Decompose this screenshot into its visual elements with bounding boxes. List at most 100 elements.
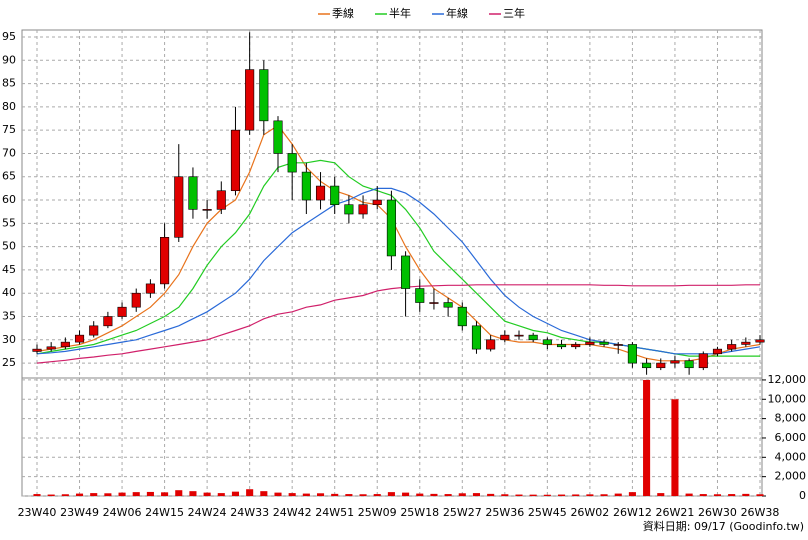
y2-tick-label: 2,000 [775, 470, 807, 483]
volume-bar [231, 491, 240, 496]
candle-body [315, 185, 326, 201]
volume-bar [288, 493, 296, 496]
candle-body [627, 344, 637, 364]
candle-body [46, 346, 56, 350]
candle-body [443, 302, 453, 308]
y-tick-label: 80 [2, 100, 16, 113]
volume-bar [728, 494, 736, 496]
volume-bar [600, 494, 608, 496]
candle-body [74, 334, 85, 343]
volume-bar [628, 492, 636, 496]
volume-bar [515, 494, 523, 496]
candle-body [216, 190, 226, 210]
y-tick-label: 65 [2, 170, 16, 183]
footnote: 資料日期: 09/17 (Goodinfo.tw) [643, 519, 804, 533]
x-tick-label: 24W15 [145, 506, 184, 519]
x-tick-label: 26W12 [613, 506, 652, 519]
volume-bar [487, 493, 495, 496]
y-tick-label: 90 [2, 53, 16, 66]
y-tick-label: 35 [2, 310, 16, 323]
candle-body [727, 344, 737, 350]
volume-bar [657, 493, 665, 496]
ma-line [36, 187, 761, 355]
x-tick-label: 24W42 [273, 506, 312, 519]
x-tick-label: 25W18 [400, 506, 439, 519]
y2-tick-label: 12,000 [768, 373, 807, 386]
ma-line [36, 124, 761, 362]
y-tick-label: 85 [2, 77, 16, 90]
candle-body [401, 255, 411, 289]
y2-tick-label: 0 [799, 489, 806, 502]
y-tick-label: 55 [2, 216, 16, 229]
candle-body [741, 341, 751, 345]
volume-bar [274, 492, 282, 496]
candle-body [131, 292, 141, 308]
volume-bar [557, 494, 566, 496]
candle-body [599, 341, 609, 345]
candle-body [188, 176, 198, 210]
candle-body [684, 360, 694, 369]
volume-bar [685, 493, 693, 496]
candle-body [386, 199, 396, 257]
y2-tick-label: 4,000 [775, 450, 807, 463]
volume-bar [671, 399, 679, 496]
candle-body [344, 204, 354, 215]
x-tick-label: 23W49 [60, 506, 99, 519]
volume-bar [501, 494, 509, 496]
candle-body [457, 306, 467, 327]
y2-tick-label: 6,000 [775, 431, 807, 444]
volume-bar [260, 491, 268, 496]
volume-bar [444, 494, 452, 496]
candle-body [528, 334, 538, 341]
volume-bar [61, 494, 69, 496]
candle-body [287, 153, 297, 173]
volume-bar [316, 493, 325, 496]
y-tick-label: 25 [2, 356, 16, 369]
legend-label: 季線 [332, 6, 354, 20]
volume-bar [572, 494, 580, 496]
x-tick-label: 24W33 [230, 506, 269, 519]
candle-body [755, 339, 765, 343]
volume-bar [217, 493, 225, 496]
candle-body [486, 339, 496, 350]
plot-frame [21, 29, 763, 497]
volume-bar [586, 494, 594, 496]
candle-body [145, 283, 155, 294]
volume-bar [90, 493, 98, 496]
volume-bar [246, 489, 254, 496]
candle-body [656, 362, 666, 369]
volume-bar [302, 493, 310, 496]
volume-bar [416, 493, 424, 496]
volume-bar [132, 492, 140, 496]
volume-bar [529, 494, 537, 496]
volume-bar [402, 492, 410, 496]
candle-body [415, 288, 425, 303]
x-tick-label: 25W27 [443, 506, 482, 519]
candle-body [542, 339, 552, 345]
x-tick-label: 24W06 [103, 506, 142, 519]
candle-body [60, 341, 70, 348]
candle-body [174, 176, 184, 238]
ma-line [36, 284, 760, 364]
candle-body [585, 341, 595, 345]
volume-bar [699, 494, 707, 496]
candle-body [330, 185, 340, 205]
volume-bar [373, 494, 381, 496]
y-tick-label: 40 [2, 286, 16, 299]
candle-body [89, 325, 99, 336]
candle-body [103, 316, 113, 327]
candle-body [500, 334, 510, 341]
x-tick-label: 23W40 [18, 506, 57, 519]
y2-tick-label: 8,000 [775, 412, 807, 425]
legend-label: 年線 [446, 6, 468, 20]
candle-body [273, 120, 283, 154]
candle-body [642, 362, 652, 369]
x-tick-label: 26W02 [570, 506, 609, 519]
volume-bar [175, 490, 183, 496]
volume-bar [104, 493, 112, 496]
volume-bar [430, 493, 438, 496]
volume-bar [331, 493, 339, 496]
candle-body [160, 237, 170, 285]
volume-bar [161, 492, 169, 496]
volume-bar [345, 494, 353, 496]
